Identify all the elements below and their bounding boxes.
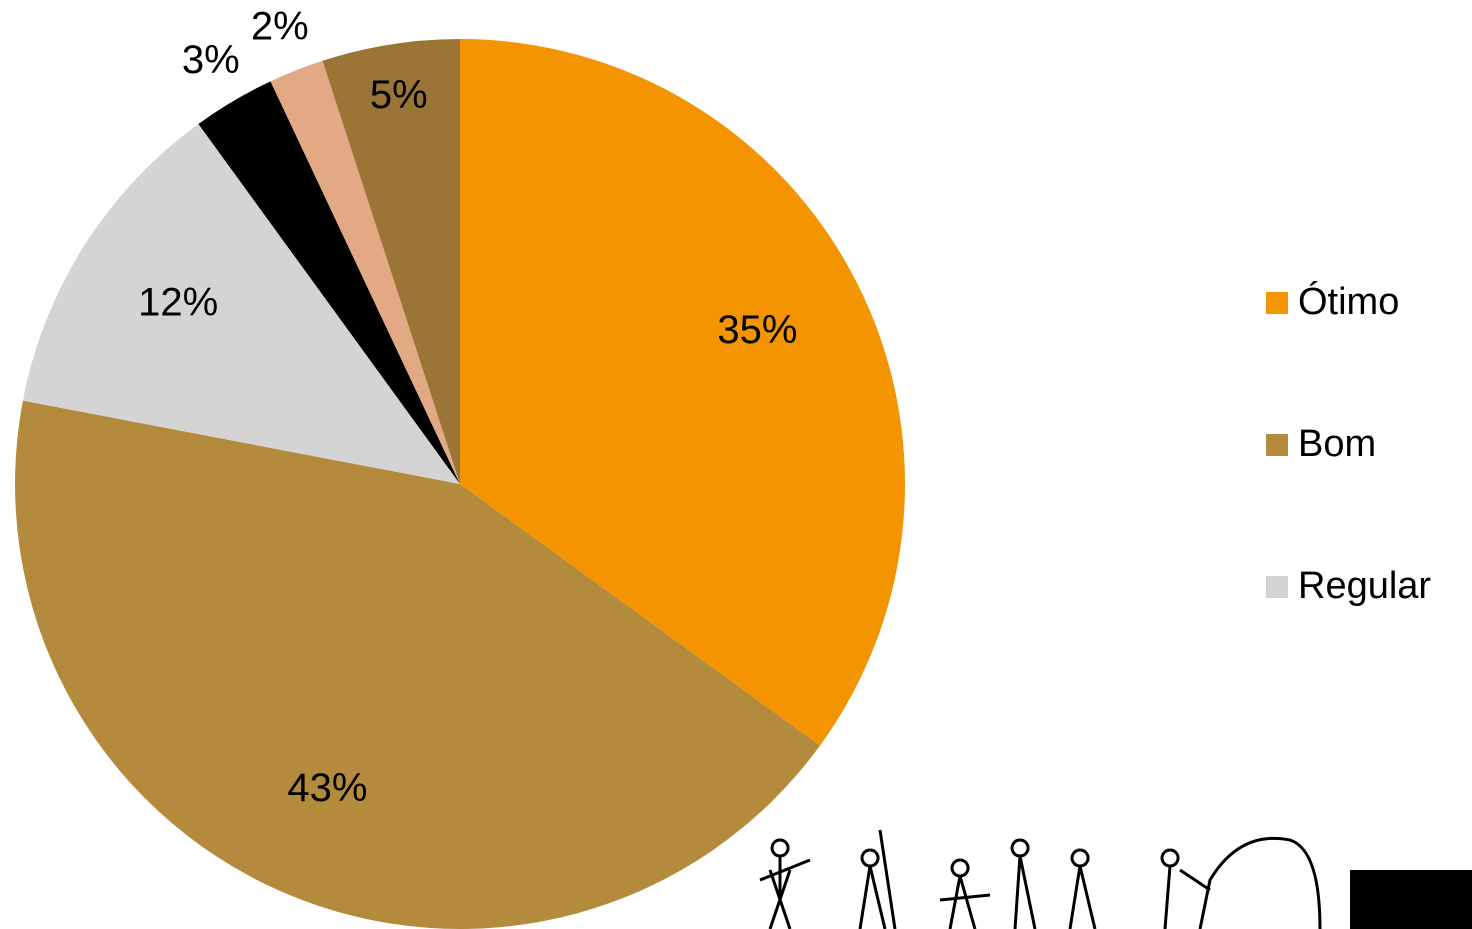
legend-swatch xyxy=(1266,434,1288,456)
value-label: 43% xyxy=(287,766,367,810)
value-label: 12% xyxy=(138,281,218,325)
pie-slice xyxy=(270,60,460,485)
legend-swatch xyxy=(1266,576,1288,598)
value-label: 2% xyxy=(251,4,309,48)
legend-label: Bom xyxy=(1298,423,1376,465)
logo xyxy=(759,829,1472,929)
pie-slice xyxy=(460,39,906,746)
value-label: 5% xyxy=(370,73,428,117)
pie-slice xyxy=(322,39,460,484)
pie-slice xyxy=(198,81,461,484)
legend-label: Ótimo xyxy=(1298,280,1399,323)
pie-slice xyxy=(22,123,461,485)
pie-slice xyxy=(15,400,821,929)
legend-swatch xyxy=(1266,292,1288,314)
legend-label: Regular xyxy=(1298,565,1431,607)
value-label: 3% xyxy=(182,38,240,82)
value-label: 35% xyxy=(717,308,797,352)
